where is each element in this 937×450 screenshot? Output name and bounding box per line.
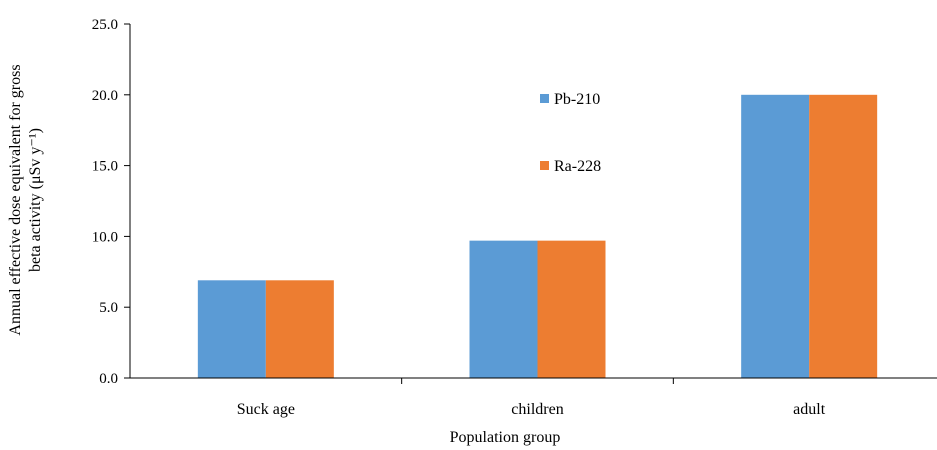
bar-pb210-children xyxy=(469,240,538,378)
x-axis-title: Population group xyxy=(450,429,561,446)
legend-label-pb210: Pb-210 xyxy=(554,91,600,108)
x-ticks: Suck age children adult xyxy=(237,378,826,418)
y-tick-label: 20.0 xyxy=(92,88,118,104)
y-axis-title-line2: beta activity (μSv y⁻¹) xyxy=(27,128,44,272)
y-tick-label: 25.0 xyxy=(92,17,118,33)
legend-swatch-pb210 xyxy=(540,94,549,103)
bar-ra228-adult xyxy=(809,94,878,379)
legend-label-ra228: Ra-228 xyxy=(554,158,601,175)
bar-pb210-adult xyxy=(741,94,810,379)
y-ticks: 0.0 5.0 10.0 15.0 20.0 25.0 xyxy=(92,17,130,387)
y-axis-title-line1: Annual effective dose equivalent for gro… xyxy=(7,64,24,335)
legend: Pb-210 Ra-228 xyxy=(540,91,601,175)
x-category-label: adult xyxy=(793,401,826,418)
bar-ra228-children xyxy=(537,240,606,378)
bars-layer xyxy=(197,94,878,379)
y-tick-label: 15.0 xyxy=(92,159,118,175)
bar-pb210-suck-age xyxy=(197,280,266,378)
bar-ra228-suck-age xyxy=(265,280,334,378)
legend-swatch-ra228 xyxy=(540,161,549,170)
y-tick-label: 10.0 xyxy=(92,229,118,245)
x-category-label: Suck age xyxy=(237,401,295,418)
y-tick-label: 5.0 xyxy=(99,300,118,316)
y-tick-label: 0.0 xyxy=(99,371,118,387)
x-category-label: children xyxy=(511,401,563,418)
